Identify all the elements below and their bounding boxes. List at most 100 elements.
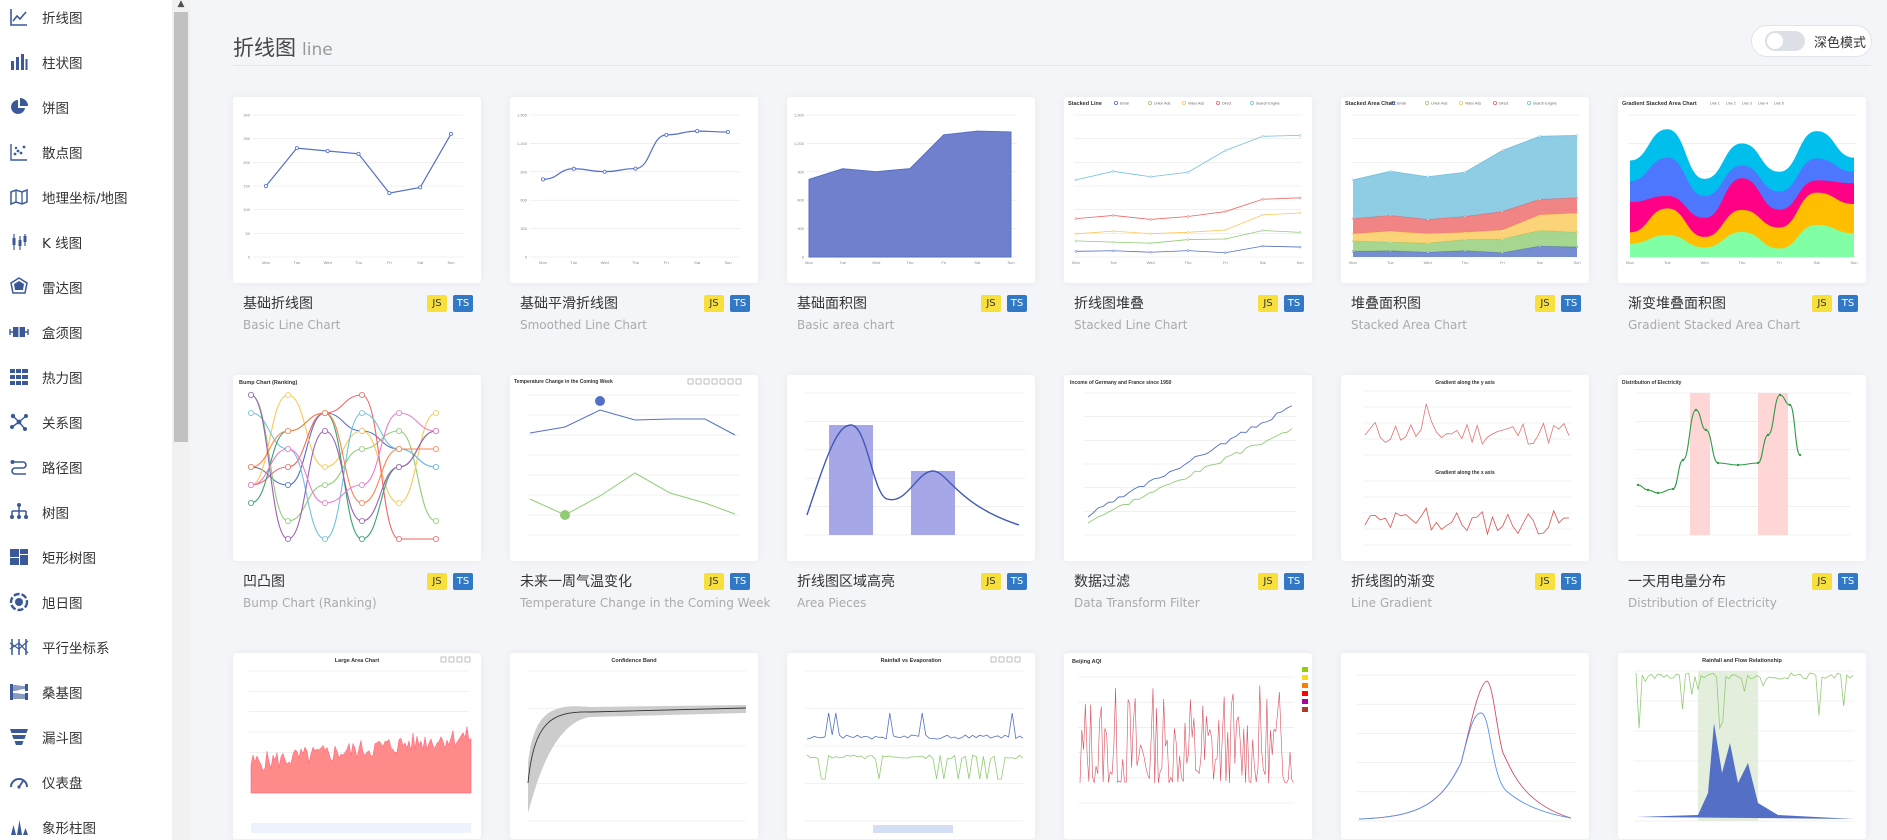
js-badge[interactable]: JS: [427, 573, 447, 590]
legend-marker: [1526, 101, 1531, 106]
toggle-switch[interactable]: [1765, 31, 1805, 51]
js-badge[interactable]: JS: [1535, 573, 1555, 590]
sidebar-item-parallel[interactable]: 平行坐标系: [0, 624, 172, 669]
example-subtitle: Stacked Area Chart: [1351, 318, 1468, 332]
y-tick-label: 900: [797, 169, 804, 174]
legend-marker: [1391, 101, 1396, 106]
example-thumbnail[interactable]: Gradient Stacked Area Chart Line 1 Line 2 L…: [1618, 97, 1866, 283]
data-point: [1074, 232, 1078, 236]
js-badge[interactable]: JS: [981, 295, 1001, 312]
data-point: [432, 428, 439, 435]
y-tick-label: 600: [797, 198, 804, 203]
ts-badge[interactable]: TS: [1284, 295, 1304, 312]
sidebar-item-scatter-chart[interactable]: 散点图: [0, 129, 172, 174]
x-tick-label: Wed: [1147, 260, 1155, 265]
ts-badge[interactable]: TS: [1284, 573, 1304, 590]
sidebar-scrollbar-thumb[interactable]: [174, 12, 188, 442]
sidebar-item-candlestick[interactable]: K 线图: [0, 219, 172, 264]
sidebar-item-heatmap[interactable]: 热力图: [0, 354, 172, 399]
example-thumbnail[interactable]: Distribution of Electricity: [1618, 375, 1866, 561]
data-point: [1186, 171, 1190, 174]
ts-badge[interactable]: TS: [1007, 295, 1027, 312]
sidebar-item-pictorial-bar[interactable]: 象形柱图: [0, 804, 172, 840]
example-thumbnail[interactable]: [787, 375, 1035, 561]
legend-marker: [1302, 699, 1308, 704]
example-thumbnail[interactable]: Bump Chart (Ranking): [233, 375, 481, 561]
dark-mode-toggle[interactable]: 深色模式: [1751, 25, 1872, 57]
x-tick-label: Tue: [839, 260, 847, 265]
data-point: [1351, 178, 1355, 182]
lines-icon: [8, 457, 30, 477]
example-thumbnail[interactable]: Rainfall and Flow Relationship: [1618, 653, 1866, 839]
sidebar-item-bar-chart[interactable]: 柱状图: [0, 39, 172, 84]
js-badge[interactable]: JS: [1812, 295, 1832, 312]
example-thumbnail[interactable]: Beijing AQI: [1064, 653, 1312, 839]
sidebar-item-map[interactable]: 地理坐标/地图: [0, 174, 172, 219]
js-badge[interactable]: JS: [1535, 295, 1555, 312]
sidebar-item-tree[interactable]: 树图: [0, 489, 172, 534]
example-subtitle: Basic area chart: [797, 318, 895, 332]
js-badge[interactable]: JS: [981, 573, 1001, 590]
sidebar-item-graph[interactable]: 关系图: [0, 399, 172, 444]
ts-badge[interactable]: TS: [1838, 573, 1858, 590]
js-badge[interactable]: JS: [1258, 573, 1278, 590]
ts-badge[interactable]: TS: [1838, 295, 1858, 312]
example-thumbnail[interactable]: 0 300 600 900 1,200 1,500 Mon Tue Wed Thu Fri Sat Su…: [787, 97, 1035, 283]
example-thumbnail[interactable]: 0 50 100 150 200 250 300 Mon Tue Wed Thu Fri Sat Sun: [233, 97, 481, 283]
series-area: [1353, 212, 1577, 244]
example-thumbnail[interactable]: Stacked Area Chart Email Union Ads Video Ad…: [1341, 97, 1589, 283]
data-zoom: [873, 825, 953, 833]
y-tick-label: 0: [248, 255, 251, 260]
data-point: [1224, 210, 1227, 213]
sidebar-item-gauge[interactable]: 仪表盘: [0, 759, 172, 804]
js-badge[interactable]: JS: [1258, 295, 1278, 312]
ts-badge[interactable]: TS: [730, 295, 750, 312]
data-point: [418, 185, 423, 190]
ts-badge[interactable]: TS: [453, 295, 473, 312]
example-thumbnail[interactable]: Rainfall vs Evaporation: [787, 653, 1035, 839]
js-badge[interactable]: JS: [427, 295, 447, 312]
ts-badge[interactable]: TS: [453, 573, 473, 590]
toolbox-icon: [735, 378, 742, 385]
sidebar-item-funnel[interactable]: 漏斗图: [0, 714, 172, 759]
data-point: [1149, 218, 1152, 221]
js-badge[interactable]: JS: [704, 573, 724, 590]
sidebar-item-radar[interactable]: 雷达图: [0, 264, 172, 309]
legend-marker: [1302, 707, 1308, 712]
sidebar-item-sunburst[interactable]: 旭日图: [0, 579, 172, 624]
x-tick-label: Sat: [974, 260, 981, 265]
sidebar-item-treemap[interactable]: 矩形树图: [0, 534, 172, 579]
example-subtitle: Data Transform Filter: [1074, 596, 1200, 610]
example-thumbnail[interactable]: 0 300 600 900 1,200 1,500 Mon Tue Wed Thu Fri Sat Su…: [510, 97, 758, 283]
scroll-up-icon[interactable]: ▲: [177, 0, 185, 9]
highlight-band: [1690, 393, 1710, 535]
data-point: [1149, 250, 1152, 254]
example-thumbnail[interactable]: [1341, 653, 1589, 839]
js-badge[interactable]: JS: [1812, 573, 1832, 590]
data-point: [1149, 175, 1152, 179]
ts-badge[interactable]: TS: [1007, 573, 1027, 590]
data-point: [322, 410, 329, 417]
sidebar-item-pie-chart[interactable]: 饼图: [0, 84, 172, 129]
example-thumbnail[interactable]: Income of Germany and France since 1950: [1064, 375, 1312, 561]
sidebar-item-sankey[interactable]: 桑基图: [0, 669, 172, 714]
example-thumbnail[interactable]: Gradient along the y axis Gradient along …: [1341, 375, 1589, 561]
main-content: 折线图 line 深色模式 0 50 100 150 200 250 300 Mon Tue Wed…: [233, 0, 1873, 840]
series-line: [529, 472, 736, 516]
js-badge[interactable]: JS: [704, 295, 724, 312]
ts-badge[interactable]: TS: [1561, 573, 1581, 590]
sidebar-item-label: 热力图: [42, 370, 83, 387]
example-thumbnail[interactable]: Confidence Band: [510, 653, 758, 839]
data-point: [294, 146, 299, 151]
example-thumbnail[interactable]: Large Area Chart: [233, 653, 481, 839]
example-thumbnail[interactable]: Temperature Change in the Coming Week: [510, 375, 758, 561]
sidebar-item-line-chart[interactable]: 折线图: [0, 0, 172, 39]
ts-badge[interactable]: TS: [1561, 295, 1581, 312]
data-point: [725, 130, 730, 135]
sidebar-item-boxplot[interactable]: 盒须图: [0, 309, 172, 354]
sidebar-item-lines[interactable]: 路径图: [0, 444, 172, 489]
series-line: [1358, 680, 1572, 820]
example-thumbnail[interactable]: Stacked Line Email Union Ads Video Ads Direc…: [1064, 97, 1312, 283]
thumbnail-title: Stacked Area Chart: [1345, 101, 1396, 107]
ts-badge[interactable]: TS: [730, 573, 750, 590]
